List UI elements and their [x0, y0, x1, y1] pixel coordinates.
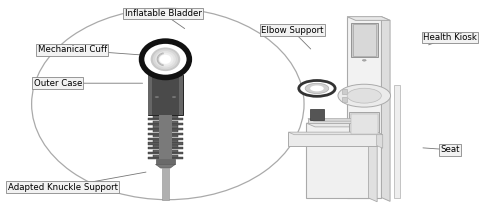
FancyBboxPatch shape	[153, 155, 178, 157]
Polygon shape	[308, 119, 374, 121]
Circle shape	[338, 84, 390, 107]
FancyBboxPatch shape	[351, 23, 378, 57]
Text: Elbow Support: Elbow Support	[261, 26, 324, 35]
FancyBboxPatch shape	[353, 24, 376, 56]
FancyBboxPatch shape	[148, 137, 182, 140]
Polygon shape	[376, 132, 382, 148]
Circle shape	[172, 96, 176, 98]
FancyBboxPatch shape	[342, 97, 347, 102]
Circle shape	[362, 59, 366, 61]
FancyBboxPatch shape	[288, 132, 376, 146]
FancyBboxPatch shape	[153, 145, 178, 147]
FancyBboxPatch shape	[159, 115, 172, 159]
FancyBboxPatch shape	[310, 109, 324, 120]
FancyBboxPatch shape	[153, 125, 178, 128]
Ellipse shape	[155, 51, 176, 68]
FancyBboxPatch shape	[148, 75, 152, 115]
FancyBboxPatch shape	[148, 147, 182, 149]
Text: Inflatable Bladder: Inflatable Bladder	[124, 9, 202, 18]
FancyBboxPatch shape	[351, 114, 378, 134]
FancyBboxPatch shape	[342, 89, 347, 94]
FancyBboxPatch shape	[162, 168, 169, 200]
Ellipse shape	[142, 42, 188, 77]
FancyBboxPatch shape	[156, 159, 176, 164]
Ellipse shape	[158, 53, 174, 66]
Ellipse shape	[300, 81, 334, 96]
FancyBboxPatch shape	[148, 128, 182, 130]
FancyBboxPatch shape	[306, 123, 368, 198]
FancyBboxPatch shape	[148, 133, 182, 135]
FancyBboxPatch shape	[153, 150, 178, 152]
FancyBboxPatch shape	[153, 116, 178, 118]
Circle shape	[347, 88, 382, 103]
Circle shape	[155, 96, 159, 98]
FancyBboxPatch shape	[179, 75, 184, 115]
Polygon shape	[306, 123, 377, 127]
FancyBboxPatch shape	[308, 119, 368, 123]
FancyBboxPatch shape	[394, 85, 400, 198]
FancyBboxPatch shape	[148, 118, 182, 120]
Polygon shape	[382, 17, 390, 201]
FancyBboxPatch shape	[350, 112, 379, 135]
Ellipse shape	[305, 83, 329, 94]
Polygon shape	[156, 164, 176, 168]
Polygon shape	[347, 17, 390, 20]
FancyBboxPatch shape	[153, 135, 178, 137]
FancyBboxPatch shape	[153, 130, 178, 132]
FancyBboxPatch shape	[148, 142, 182, 145]
Polygon shape	[288, 132, 382, 135]
FancyBboxPatch shape	[153, 140, 178, 142]
FancyBboxPatch shape	[148, 152, 182, 154]
Text: Adapted Knuckle Support: Adapted Knuckle Support	[8, 183, 117, 192]
Ellipse shape	[160, 54, 172, 64]
FancyBboxPatch shape	[347, 17, 382, 198]
Text: Mechanical Cuff: Mechanical Cuff	[38, 45, 107, 54]
Polygon shape	[368, 123, 377, 202]
Text: Health Kiosk: Health Kiosk	[423, 33, 477, 42]
Text: Outer Case: Outer Case	[34, 79, 82, 88]
FancyBboxPatch shape	[148, 123, 182, 125]
FancyBboxPatch shape	[153, 121, 178, 123]
FancyBboxPatch shape	[148, 157, 182, 159]
FancyBboxPatch shape	[148, 75, 184, 115]
Text: Seat: Seat	[440, 145, 460, 154]
Ellipse shape	[160, 55, 171, 64]
Ellipse shape	[153, 49, 178, 69]
Ellipse shape	[310, 85, 324, 91]
Ellipse shape	[150, 47, 180, 71]
